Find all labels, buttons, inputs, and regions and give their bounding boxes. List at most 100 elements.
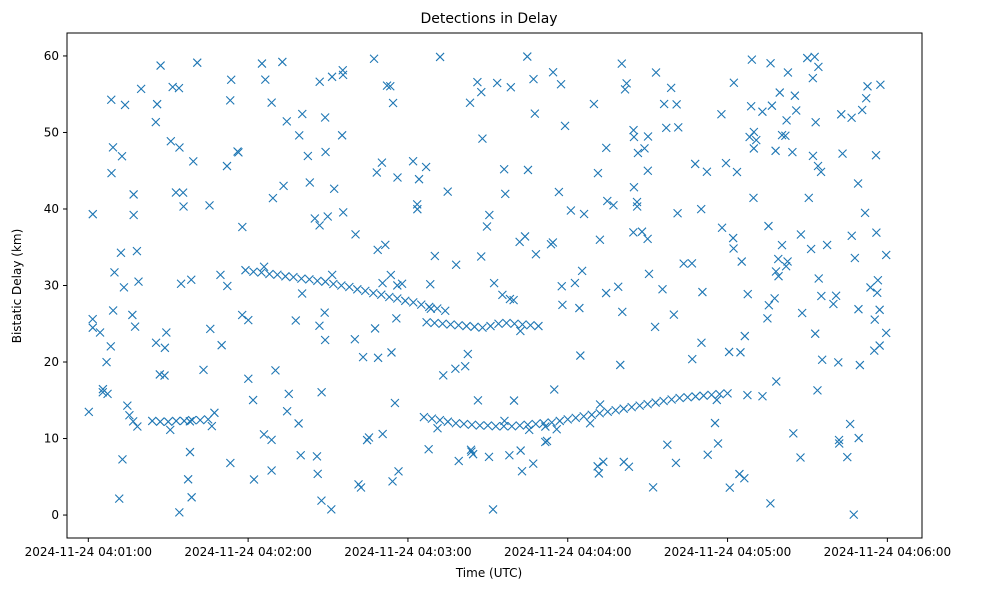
y-tick-label: 0 <box>51 508 59 522</box>
data-point <box>320 308 330 318</box>
data-point <box>842 452 852 462</box>
data-point <box>132 246 142 256</box>
data-point <box>871 150 881 160</box>
data-point <box>683 392 692 402</box>
data-point <box>673 122 683 132</box>
data-point <box>746 101 756 111</box>
data-point <box>362 435 372 445</box>
data-point <box>817 355 827 365</box>
data-point <box>323 212 333 221</box>
data-point <box>710 418 720 428</box>
data-point <box>103 389 112 399</box>
data-point <box>687 354 697 364</box>
data-point <box>315 321 324 331</box>
data-point <box>690 159 700 169</box>
data-point <box>609 200 618 210</box>
data-point <box>617 59 627 68</box>
data-point <box>205 200 214 210</box>
data-point <box>849 510 859 520</box>
data-point <box>747 55 757 65</box>
data-point <box>412 199 422 209</box>
data-point <box>273 270 282 280</box>
data-point <box>667 395 677 404</box>
data-point <box>388 98 398 108</box>
data-point <box>328 279 338 289</box>
data-point <box>222 161 232 171</box>
data-point <box>790 91 800 101</box>
data-point <box>595 408 605 418</box>
data-point <box>552 424 562 434</box>
data-point <box>517 466 527 476</box>
data-point <box>473 396 483 405</box>
data-point <box>294 419 303 428</box>
data-point <box>557 281 567 291</box>
data-point <box>129 190 139 199</box>
data-point <box>132 422 142 431</box>
data-point <box>549 385 559 394</box>
data-point <box>767 101 777 111</box>
data-point <box>176 279 186 289</box>
data-point <box>633 148 643 158</box>
data-point <box>881 328 891 338</box>
data-point <box>661 123 671 133</box>
data-point <box>531 249 541 259</box>
data-point <box>558 300 567 310</box>
data-point <box>749 127 759 137</box>
data-point <box>699 391 708 401</box>
data-point <box>310 214 320 223</box>
data-point <box>163 417 173 427</box>
data-point <box>320 335 330 345</box>
data-point <box>593 461 603 471</box>
data-point <box>377 158 387 168</box>
data-point <box>802 53 812 63</box>
data-point <box>106 95 116 105</box>
data-point <box>629 182 639 192</box>
data-point <box>613 282 623 292</box>
data-point <box>350 334 360 344</box>
data-point <box>615 360 625 370</box>
data-point <box>500 189 510 199</box>
data-point <box>88 209 98 219</box>
chart-title: Detections in Delay <box>420 11 557 27</box>
data-point <box>378 278 387 288</box>
data-point <box>260 75 270 85</box>
data-point <box>430 318 439 328</box>
data-point <box>494 319 503 329</box>
data-point <box>650 322 660 332</box>
data-point <box>526 320 535 330</box>
data-point <box>783 257 792 266</box>
data-point <box>822 240 832 250</box>
data-point <box>312 451 322 461</box>
data-point <box>392 294 402 303</box>
data-point <box>179 202 188 211</box>
data-point <box>225 458 235 468</box>
data-point <box>321 147 330 157</box>
data-point <box>271 365 280 375</box>
data-point <box>199 365 208 375</box>
data-point <box>603 407 613 417</box>
data-point <box>766 499 775 508</box>
data-point <box>601 143 611 153</box>
data-point <box>548 238 558 247</box>
data-point <box>725 483 735 493</box>
data-point <box>595 235 605 245</box>
data-point <box>430 251 440 261</box>
data-point <box>473 77 482 87</box>
data-point <box>875 341 885 350</box>
x-tick-label: 2024-11-24 04:06:00 <box>824 545 951 559</box>
data-point <box>241 265 250 275</box>
data-point <box>416 300 426 310</box>
data-point <box>749 144 759 153</box>
data-point <box>771 146 780 156</box>
data-point <box>382 81 392 90</box>
data-point <box>222 281 232 291</box>
data-point <box>482 222 492 231</box>
data-point <box>265 269 274 279</box>
data-point <box>499 164 509 174</box>
data-point <box>248 395 258 405</box>
data-point <box>717 223 727 233</box>
data-point <box>816 291 826 301</box>
data-point <box>186 275 196 285</box>
data-point <box>476 252 486 261</box>
data-point <box>207 421 217 431</box>
